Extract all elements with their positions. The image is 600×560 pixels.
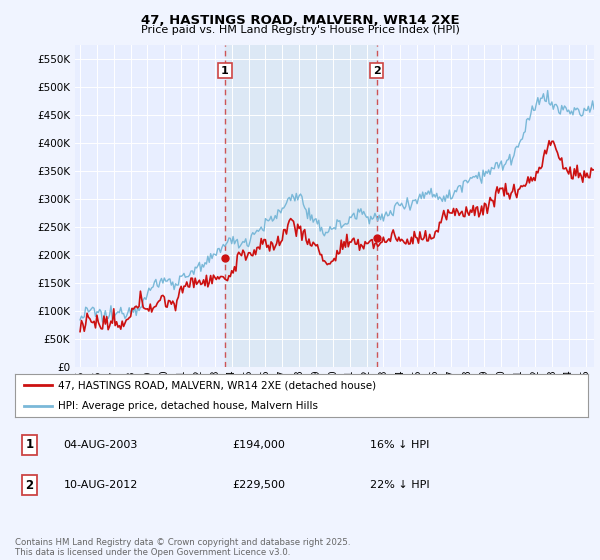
Text: Price paid vs. HM Land Registry's House Price Index (HPI): Price paid vs. HM Land Registry's House … xyxy=(140,25,460,35)
Text: 22% ↓ HPI: 22% ↓ HPI xyxy=(370,480,430,491)
Text: £229,500: £229,500 xyxy=(233,480,286,491)
Text: 2: 2 xyxy=(25,479,34,492)
Text: 2: 2 xyxy=(373,66,380,76)
Bar xyxy=(225,45,377,367)
Text: Contains HM Land Registry data © Crown copyright and database right 2025.
This d: Contains HM Land Registry data © Crown c… xyxy=(15,538,350,557)
Text: 04-AUG-2003: 04-AUG-2003 xyxy=(64,440,138,450)
Text: 10-AUG-2012: 10-AUG-2012 xyxy=(64,480,138,491)
Text: 47, HASTINGS ROAD, MALVERN, WR14 2XE (detached house): 47, HASTINGS ROAD, MALVERN, WR14 2XE (de… xyxy=(58,380,376,390)
Text: HPI: Average price, detached house, Malvern Hills: HPI: Average price, detached house, Malv… xyxy=(58,402,318,411)
Text: 1: 1 xyxy=(221,66,229,76)
Text: £194,000: £194,000 xyxy=(233,440,286,450)
Text: 16% ↓ HPI: 16% ↓ HPI xyxy=(370,440,430,450)
Text: 1: 1 xyxy=(25,438,34,451)
Text: 47, HASTINGS ROAD, MALVERN, WR14 2XE: 47, HASTINGS ROAD, MALVERN, WR14 2XE xyxy=(140,14,460,27)
